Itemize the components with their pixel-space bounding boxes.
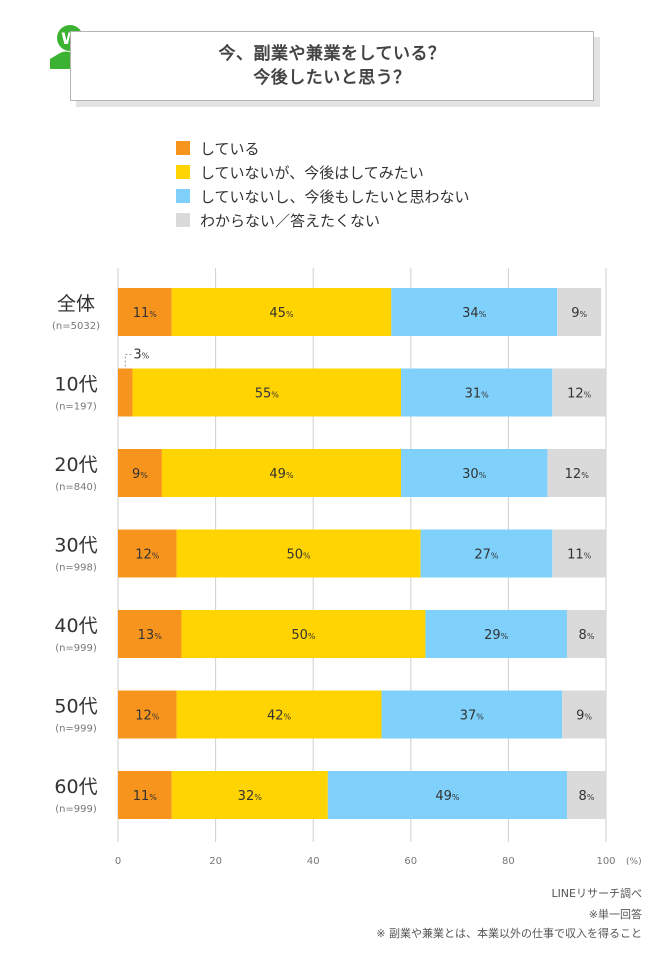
data-label-5-0: 12%: [135, 709, 160, 724]
data-label-6-3: 8%: [579, 789, 595, 804]
bar-segment-1-2: [401, 368, 553, 417]
bar-segment-0-2: [391, 288, 558, 336]
category-sublabel-6: (n=999): [55, 804, 97, 815]
legend-item-want: していないが、今後はしてみたい: [176, 160, 470, 184]
category-sublabel-3: (n=998): [55, 563, 97, 574]
data-label-4-2: 29%: [484, 628, 509, 643]
data-label-0-3: 9%: [571, 306, 587, 321]
data-label-0-0: 11%: [133, 306, 158, 321]
x-tick-label-60: 60: [404, 856, 417, 867]
data-label-2-1: 49%: [269, 467, 294, 482]
legend-swatch-doing: [176, 141, 190, 155]
legend-item-not-want: していないし、今後もしたいと思わない: [176, 184, 470, 208]
bar-segment-6-0: [118, 771, 172, 819]
title-box: 今、副業や兼業をしている？ 今後したいと思う？: [70, 31, 594, 101]
category-label-6: 60代: [54, 776, 97, 798]
bar-segment-3-1: [176, 529, 421, 578]
bar-segment-1-1: [132, 368, 402, 417]
data-label-6-1: 32%: [238, 789, 263, 804]
bar-segment-3-3: [552, 529, 606, 578]
bar-segment-3-0: [118, 529, 177, 578]
x-tick-label-0: 0: [115, 856, 121, 867]
data-label-6-0: 11%: [133, 789, 158, 804]
legend-label-want: していないが、今後はしてみたい: [200, 163, 424, 182]
data-label-2-0: 9%: [132, 467, 148, 482]
data-label-0-1: 45%: [269, 306, 294, 321]
category-sublabel-2: (n=840): [55, 482, 97, 493]
category-label-4: 40代: [54, 615, 97, 637]
x-unit-label: (%): [626, 857, 642, 867]
category-sublabel-0: (n=5032): [52, 321, 100, 332]
category-sublabel-1: (n=197): [55, 402, 97, 413]
data-label-3-1: 50%: [286, 548, 311, 563]
bar-segment-0-3: [557, 288, 602, 336]
category-sublabel-4: (n=999): [55, 643, 97, 654]
bar-segment-5-1: [176, 690, 382, 739]
x-tick-label-80: 80: [502, 856, 515, 867]
data-label-1-0: 3%: [133, 348, 149, 363]
bar-segment-6-3: [566, 771, 606, 819]
bar-segment-2-0: [118, 449, 162, 497]
x-tick-label-100: 100: [596, 856, 615, 867]
title-line-1: 今、副業や兼業をしている？: [218, 44, 446, 64]
bar-segment-3-2: [420, 529, 553, 578]
legend-label-not-want: していないし、今後もしたいと思わない: [200, 187, 470, 206]
bar-segment-6-2: [327, 771, 567, 819]
bar-segment-0-1: [171, 288, 392, 336]
data-label-5-1: 42%: [267, 709, 292, 724]
category-label-1: 10代: [54, 374, 97, 396]
bar-segment-1-3: [552, 368, 606, 417]
bar-segment-2-3: [547, 449, 606, 497]
single-answer-note: ※単一回答: [588, 908, 642, 921]
data-label-2-2: 30%: [462, 467, 487, 482]
data-label-4-1: 50%: [291, 628, 316, 643]
data-label-0-2: 34%: [462, 306, 487, 321]
data-label-3-0: 12%: [135, 548, 160, 563]
x-tick-label-20: 20: [209, 856, 222, 867]
legend-swatch-unknown: [176, 213, 190, 227]
x-tick-label-40: 40: [307, 856, 320, 867]
data-label-4-0: 13%: [138, 628, 163, 643]
bar-segment-5-3: [562, 690, 606, 739]
data-label-2-3: 12%: [565, 467, 590, 482]
category-label-2: 20代: [54, 454, 97, 476]
category-label-5: 50代: [54, 696, 97, 718]
legend-item-unknown: わからない／答えたくない: [176, 208, 470, 232]
category-label-3: 30代: [54, 535, 97, 557]
bar-segment-2-1: [161, 449, 402, 497]
bar-segment-1-0: [118, 368, 133, 417]
bar-segment-4-1: [181, 610, 426, 658]
data-label-3-2: 27%: [474, 548, 499, 563]
bar-segment-2-2: [401, 449, 548, 497]
bar-segment-4-0: [118, 610, 182, 658]
bar-segment-4-3: [566, 610, 606, 658]
legend-swatch-want: [176, 165, 190, 179]
data-label-3-3: 11%: [567, 548, 592, 563]
bar-segment-4-2: [425, 610, 567, 658]
category-label-0: 全体: [57, 293, 95, 315]
data-label-1-1: 55%: [255, 387, 280, 402]
bar-segment-0-0: [118, 288, 172, 336]
data-label-5-2: 37%: [460, 709, 485, 724]
legend-item-doing: している: [176, 136, 470, 160]
bar-segment-6-1: [171, 771, 328, 819]
data-label-leader-1-0: [124, 354, 132, 367]
bar-segment-5-2: [381, 690, 563, 739]
source-note: LINEリサーチ調べ: [551, 887, 642, 900]
data-label-4-3: 8%: [579, 628, 595, 643]
data-label-6-2: 49%: [435, 789, 460, 804]
title-line-2: 今後したいと思う？: [253, 68, 411, 88]
data-label-5-3: 9%: [576, 709, 592, 724]
data-label-1-2: 31%: [465, 387, 490, 402]
bar-segment-5-0: [118, 690, 177, 739]
legend-label-unknown: わからない／答えたくない: [200, 211, 381, 230]
data-label-1-3: 12%: [567, 387, 592, 402]
legend: している していないが、今後はしてみたい していないし、今後もしたいと思わない …: [176, 136, 470, 232]
legend-label-doing: している: [200, 139, 260, 158]
category-sublabel-5: (n=999): [55, 724, 97, 735]
legend-swatch-not-want: [176, 189, 190, 203]
definition-note: ※ 副業や兼業とは、本業以外の仕事で収入を得ること: [376, 927, 642, 940]
